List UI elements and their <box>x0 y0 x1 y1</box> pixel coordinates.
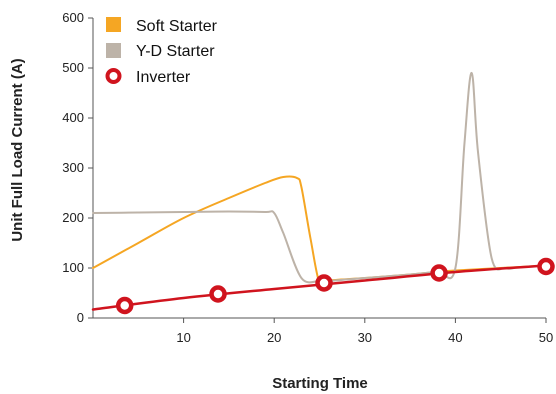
x-tick-label: 20 <box>267 330 281 345</box>
y-tick-label: 600 <box>62 10 84 25</box>
x-axis-title: Starting Time <box>272 375 368 392</box>
y-axis-title: Unit Full Load Current (A) <box>9 58 26 241</box>
legend: Soft Starter Y-D Starter Inverter <box>105 17 218 86</box>
y-tick-label: 300 <box>62 160 84 175</box>
x-tick-label: 10 <box>176 330 190 345</box>
x-ticks: 10 20 30 40 50 <box>176 318 553 345</box>
axes <box>92 18 546 319</box>
legend-label-soft-starter: Soft Starter <box>136 18 218 35</box>
inverter-markers <box>115 257 555 315</box>
x-tick-label: 40 <box>448 330 462 345</box>
y-ticks: 0 100 200 300 400 500 600 <box>62 10 93 325</box>
legend-swatch-y-d-starter <box>106 43 121 58</box>
legend-label-y-d-starter: Y-D Starter <box>136 43 215 60</box>
y-tick-label: 100 <box>62 260 84 275</box>
y-tick-label: 0 <box>77 310 84 325</box>
y-tick-label: 500 <box>62 60 84 75</box>
series-lines <box>91 71 548 311</box>
inverter-marker <box>537 257 555 276</box>
x-tick-label: 30 <box>358 330 372 345</box>
inverter-marker <box>430 264 448 282</box>
y-tick-label: 400 <box>62 110 84 125</box>
legend-label-inverter: Inverter <box>136 69 191 86</box>
legend-swatch-soft-starter <box>106 17 121 32</box>
y-tick-label: 200 <box>62 210 84 225</box>
series-line-y-d-starter <box>92 71 516 284</box>
inverter-marker <box>315 274 333 292</box>
x-tick-label: 50 <box>539 330 553 345</box>
legend-marker-inverter <box>105 68 122 84</box>
inverter-marker <box>209 285 227 303</box>
inverter-marker <box>115 296 134 315</box>
